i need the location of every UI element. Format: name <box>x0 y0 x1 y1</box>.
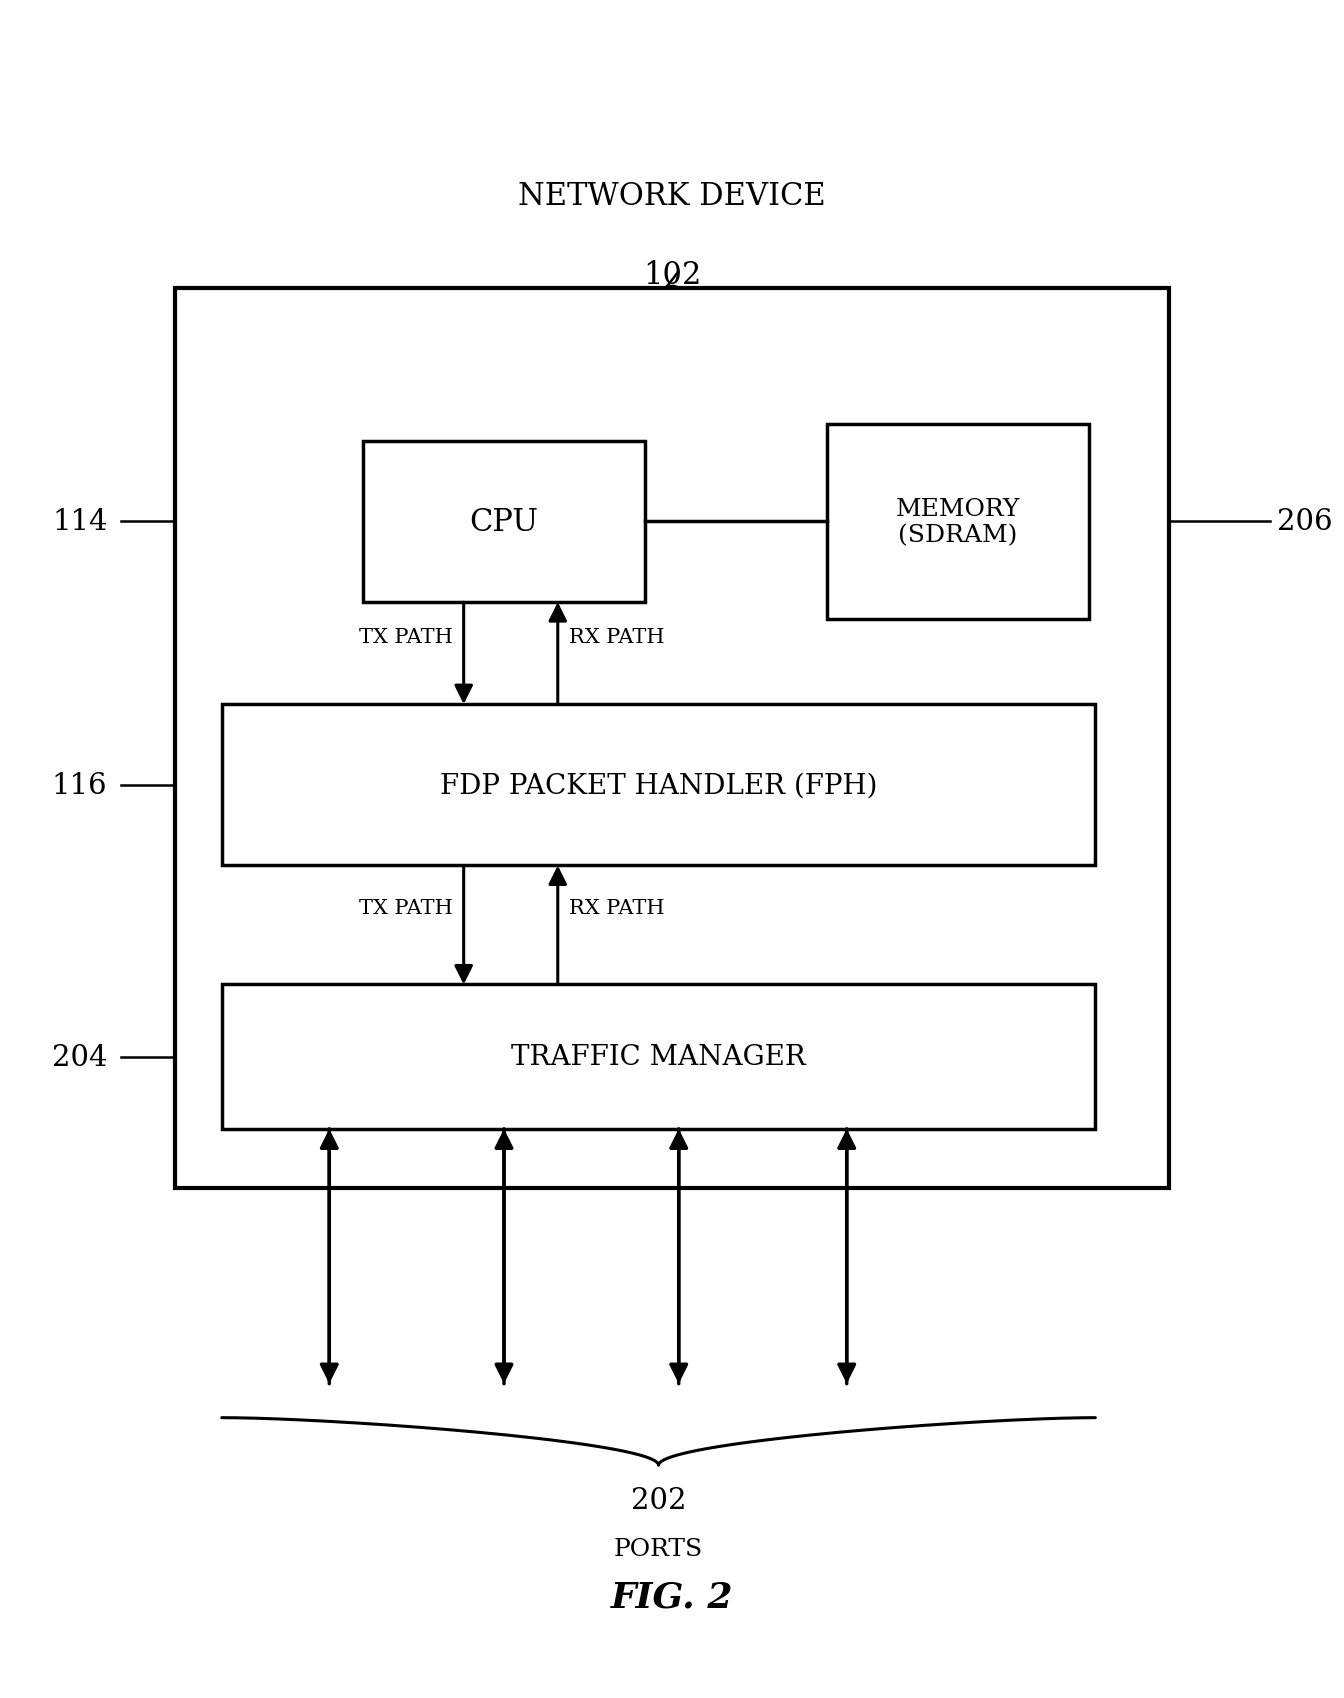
FancyBboxPatch shape <box>363 441 645 603</box>
Text: TRAFFIC MANAGER: TRAFFIC MANAGER <box>511 1044 806 1070</box>
FancyBboxPatch shape <box>222 985 1095 1129</box>
Text: 114: 114 <box>52 508 108 537</box>
FancyBboxPatch shape <box>827 424 1089 620</box>
Text: RX PATH: RX PATH <box>569 898 664 919</box>
Text: RX PATH: RX PATH <box>569 627 664 647</box>
FancyBboxPatch shape <box>222 705 1095 866</box>
Text: 206: 206 <box>1277 508 1332 537</box>
Text: PORTS: PORTS <box>614 1537 703 1560</box>
Text: 204: 204 <box>52 1043 108 1071</box>
Text: MEMORY
(SDRAM): MEMORY (SDRAM) <box>895 498 1020 547</box>
Text: CPU: CPU <box>469 506 539 538</box>
Text: NETWORK DEVICE: NETWORK DEVICE <box>519 182 825 212</box>
Text: TX PATH: TX PATH <box>359 627 453 647</box>
Text: 202: 202 <box>630 1486 687 1513</box>
Text: TX PATH: TX PATH <box>359 898 453 919</box>
Text: FIG. 2: FIG. 2 <box>610 1579 734 1613</box>
FancyBboxPatch shape <box>175 289 1169 1189</box>
Text: FDP PACKET HANDLER (FPH): FDP PACKET HANDLER (FPH) <box>439 773 878 798</box>
Text: 116: 116 <box>52 771 108 800</box>
Text: 102: 102 <box>642 260 702 290</box>
